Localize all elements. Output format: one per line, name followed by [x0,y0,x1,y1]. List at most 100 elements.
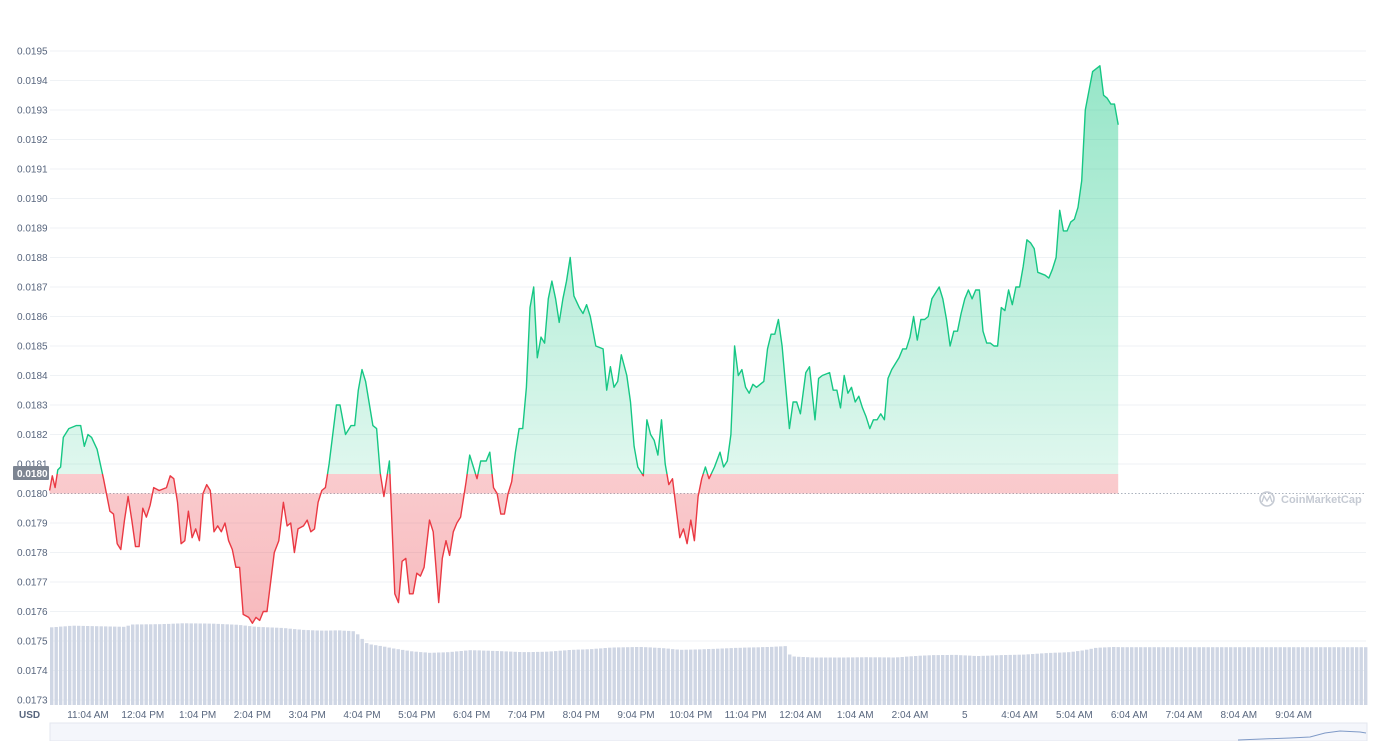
volume-bar [1346,647,1350,705]
volume-bar [644,647,648,705]
volume-bar [108,626,112,705]
volume-bar [801,657,805,705]
volume-bar [648,647,652,705]
volume-bar [1247,647,1251,705]
volume-bar [1323,647,1327,705]
volume-bar [302,629,306,705]
volume-bar [1296,647,1300,705]
volume-bar [558,650,562,705]
baseline-tag: 0.0180 [13,466,49,480]
volume-bar [68,625,72,705]
volume-bar [1004,655,1008,705]
volume-bar [144,624,148,705]
volume-bar [639,647,643,705]
volume-bar [612,647,616,705]
volume-bar [1224,647,1228,705]
volume-bar [261,627,265,705]
volume-bar [216,623,220,705]
volume-bar [846,657,850,705]
volume-bar [729,648,733,705]
volume-bar [1157,647,1161,705]
volume-bar [378,645,382,705]
volume-bar [1211,647,1215,705]
volume-bar [950,654,954,705]
volume-bar [230,624,234,705]
volume-bar [126,625,130,705]
y-tick-label: 0.0184 [17,371,48,382]
x-tick-label: 11:04 PM [725,710,767,721]
y-tick-label: 0.0178 [17,548,48,559]
volume-bar [936,655,940,705]
volume-bar [113,626,117,705]
volume-bar [761,647,765,705]
volume-bar [369,644,373,705]
volume-bar [311,630,315,705]
volume-bar [1143,647,1147,705]
volume-bar [626,647,630,705]
volume-bar [923,655,927,705]
y-tick-label: 0.0195 [17,47,48,58]
volume-bar [1206,647,1210,705]
x-tick-label: 12:04 AM [779,710,821,721]
price-lines [48,65,1119,624]
volume-bar [968,655,972,705]
volume-bar [914,656,918,705]
volume-bar [603,648,607,705]
volume-bar [1134,647,1138,705]
volume-bar [329,630,333,705]
volume-bar [887,657,891,705]
y-tick-label: 0.0190 [17,194,48,205]
volume-bar [342,630,346,705]
volume-bar [266,627,270,705]
volume-bar [999,655,1003,705]
volume-bar [1341,647,1345,705]
volume-bar [500,651,504,705]
volume-bar [1170,647,1174,705]
volume-bar [1026,654,1030,705]
volume-bar [1197,647,1201,705]
volume-bar [765,647,769,705]
x-tick-label: 5:04 AM [1056,710,1093,721]
watermark-text: CoinMarketCap [1281,494,1362,506]
volume-bar [828,657,832,705]
volume-bar [572,649,576,705]
volume-bar [135,624,139,705]
volume-bar [158,624,162,705]
volume-bar [792,656,796,705]
volume-bar [414,651,418,705]
volume-bar [1013,654,1017,705]
volume-bar [909,656,913,705]
y-tick-label: 0.0176 [17,607,48,618]
watermark: CoinMarketCap [1259,491,1362,507]
volume-bar [446,652,450,705]
volume-bar [1044,653,1048,705]
volume-bar [698,649,702,705]
volume-bar [1292,647,1296,705]
volume-bar [1305,647,1309,705]
navigator-strip[interactable] [49,722,1368,741]
volume-bar [1287,647,1291,705]
volume-bar [284,628,288,705]
volume-bar [743,647,747,705]
volume-bar [707,649,711,705]
volume-bar [1049,652,1053,705]
x-tick-label: 2:04 PM [234,710,271,721]
volume-bar [1350,647,1354,705]
volume-bar [1166,647,1170,705]
y-tick-label: 0.0188 [17,253,48,264]
volume-bar [171,623,175,705]
volume-bar [333,630,337,705]
volume-bar [1116,647,1120,705]
volume-bar [873,657,877,705]
volume-bar [1062,652,1066,705]
x-tick-label: 8:04 AM [1220,710,1257,721]
volume-bar [1332,647,1336,705]
volume-bar [941,655,945,705]
area-above-baseline [57,65,1119,474]
volume-bar [981,655,985,705]
price-line-down [48,474,712,624]
volume-bar [275,627,279,705]
volume-bar [711,648,715,705]
volume-bar [630,647,634,705]
x-tick-label: 1:04 AM [837,710,874,721]
